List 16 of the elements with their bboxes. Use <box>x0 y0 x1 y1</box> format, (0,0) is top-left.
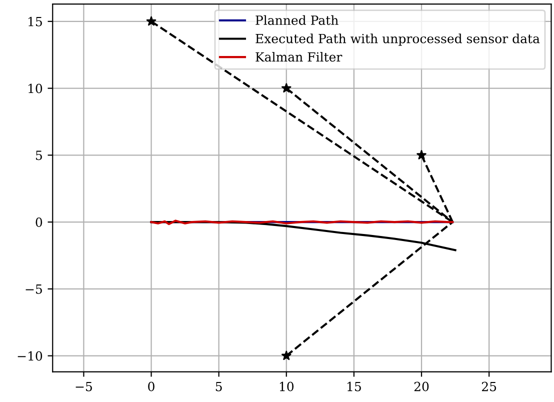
x-tick-label: −5 <box>76 382 92 392</box>
y-tick-label: 10 <box>28 84 42 94</box>
x-tick-label: 5 <box>216 382 222 392</box>
y-tick-label: −5 <box>26 284 42 294</box>
y-tick-label: 0 <box>36 218 42 227</box>
legend-label: Executed Path with unprocessed sensor data <box>256 34 540 46</box>
y-tick-label: 5 <box>36 150 42 160</box>
legend-label: Kalman Filter <box>256 52 342 62</box>
x-tick-label: 20 <box>414 382 429 392</box>
y-tick-label: 15 <box>28 16 42 26</box>
x-tick-label: 0 <box>148 382 154 392</box>
x-tick-label: 25 <box>482 382 496 392</box>
x-tick-label: 15 <box>348 382 361 392</box>
legend-label: Planned Path <box>256 15 338 25</box>
x-tick-label: 10 <box>280 382 294 392</box>
y-tick-label: −10 <box>18 351 42 361</box>
